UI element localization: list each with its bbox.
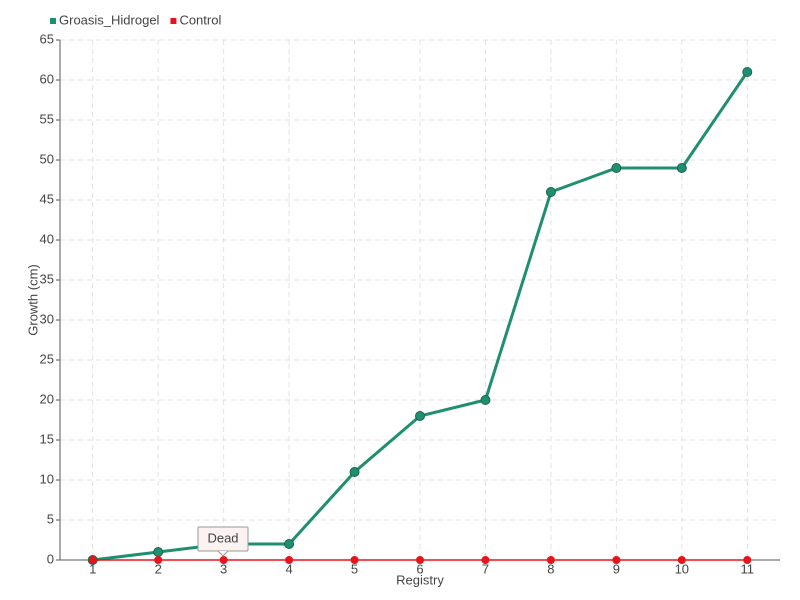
data-point xyxy=(219,556,228,564)
x-tick-label: 8 xyxy=(547,561,554,576)
data-point xyxy=(285,556,294,564)
x-tick-label: 2 xyxy=(155,561,162,576)
y-axis-label: Growth (cm) xyxy=(25,264,40,336)
x-tick-label: 4 xyxy=(285,561,292,576)
tooltip: Dead xyxy=(197,526,249,557)
data-point xyxy=(676,163,687,173)
y-tick-label: 0 xyxy=(47,551,54,566)
data-point xyxy=(88,556,97,564)
x-tick-label: 7 xyxy=(482,561,489,576)
data-point xyxy=(677,556,686,564)
tooltip-pointer xyxy=(217,550,229,557)
legend-swatch xyxy=(170,18,177,24)
data-point xyxy=(415,411,425,421)
y-tick-label: 40 xyxy=(40,231,54,246)
data-point xyxy=(743,556,752,564)
x-axis-label: Registry xyxy=(396,572,444,587)
y-tick-label: 35 xyxy=(40,271,54,286)
x-tick-label: 1 xyxy=(89,561,96,576)
data-point xyxy=(284,539,295,549)
data-point xyxy=(154,556,163,564)
x-tick-label: 3 xyxy=(220,561,227,576)
legend-swatch xyxy=(50,18,56,24)
data-point xyxy=(742,67,753,77)
y-tick-label: 10 xyxy=(40,471,54,486)
y-tick-label: 20 xyxy=(40,391,54,406)
data-point xyxy=(416,556,424,564)
series-line xyxy=(92,71,749,562)
x-tick-label: 6 xyxy=(416,561,423,576)
y-tick-label: 65 xyxy=(40,31,54,46)
data-point xyxy=(480,395,491,405)
x-tick-label: 9 xyxy=(613,561,620,576)
y-tick-label: 55 xyxy=(40,111,54,126)
y-tick-label: 15 xyxy=(40,431,54,446)
y-tick-label: 50 xyxy=(40,151,54,166)
data-point xyxy=(481,556,490,564)
data-point xyxy=(153,547,164,557)
legend: Groasis_Hidrogel Control xyxy=(50,12,221,27)
y-tick-label: 45 xyxy=(40,191,54,206)
data-point xyxy=(349,467,360,477)
legend-label: Control xyxy=(179,12,221,27)
x-tick-label: 10 xyxy=(675,561,689,576)
y-tick-label: 60 xyxy=(40,71,54,86)
legend-label: Groasis_Hidrogel xyxy=(59,12,160,27)
data-point xyxy=(545,187,556,197)
data-point xyxy=(612,556,621,564)
data-point xyxy=(611,163,622,173)
y-tick-label: 30 xyxy=(40,311,54,326)
x-tick-label: 5 xyxy=(351,561,358,576)
tooltip-text: Dead xyxy=(207,530,238,545)
y-tick-label: 5 xyxy=(47,511,54,526)
x-tick-label: 11 xyxy=(741,561,755,576)
data-point xyxy=(546,556,555,564)
y-tick-label: 25 xyxy=(40,351,54,366)
data-point xyxy=(350,556,359,564)
